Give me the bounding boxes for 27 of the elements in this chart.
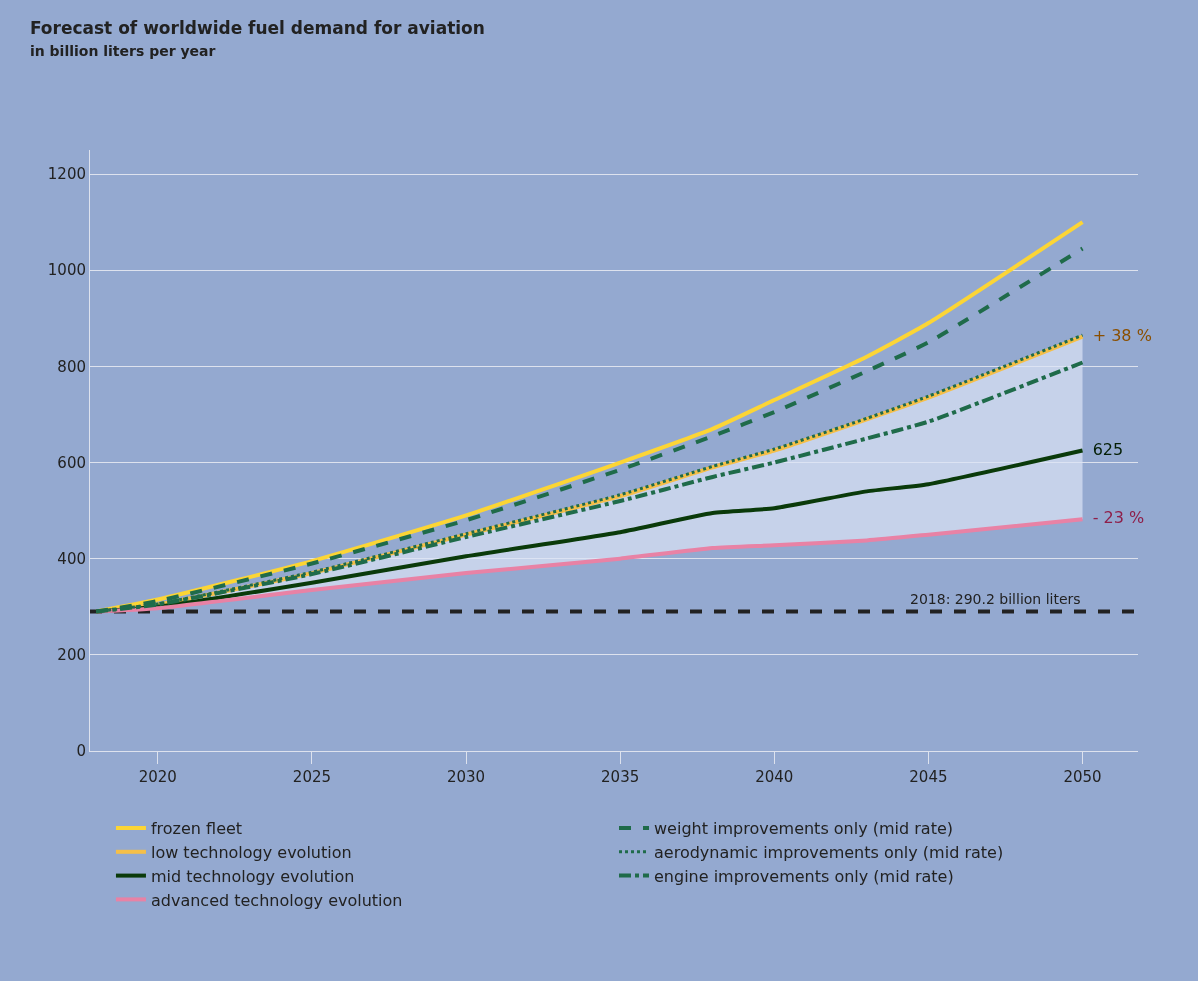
legend-label: frozen fleet [150,819,243,839]
x-tick-label: 2020 [138,768,177,786]
annotation: - 23 % [1082,508,1145,528]
y-tick-label: 1000 [47,261,86,280]
chart-title: Forecast of worldwide fuel demand for aviation [29,18,485,39]
chart-subtitle: in billion liters per year [29,43,216,60]
y-tick-label: 200 [57,646,86,665]
annotation: + 38 % [1082,325,1152,345]
x-tick-label: 2045 [909,768,948,786]
legend-label: mid technology evolution [150,866,355,886]
legend-label: advanced technology evolution [150,890,403,910]
legend-label: weight improvements only (mid rate) [654,819,953,839]
x-tick-label: 2030 [446,768,486,786]
ref-line-label: 2018: 290.2 billion liters [910,591,1081,607]
legend-label: engine improvements only (mid rate) [654,866,954,886]
legend-label: aerodynamic improvements only (mid rate) [654,843,1004,863]
y-tick-label: 400 [57,549,86,568]
x-tick-label: 2050 [1063,768,1102,786]
y-tick-label: 0 [76,742,86,761]
y-tick-label: 800 [57,357,86,376]
data-label: 625 [1082,439,1124,459]
y-tick-label: 1200 [47,165,86,184]
x-tick-label: 2035 [601,768,640,786]
x-tick-label: 2040 [755,768,794,786]
legend-label: low technology evolution [150,843,352,863]
y-tick-label: 600 [57,453,86,472]
x-tick-label: 2025 [292,768,332,786]
